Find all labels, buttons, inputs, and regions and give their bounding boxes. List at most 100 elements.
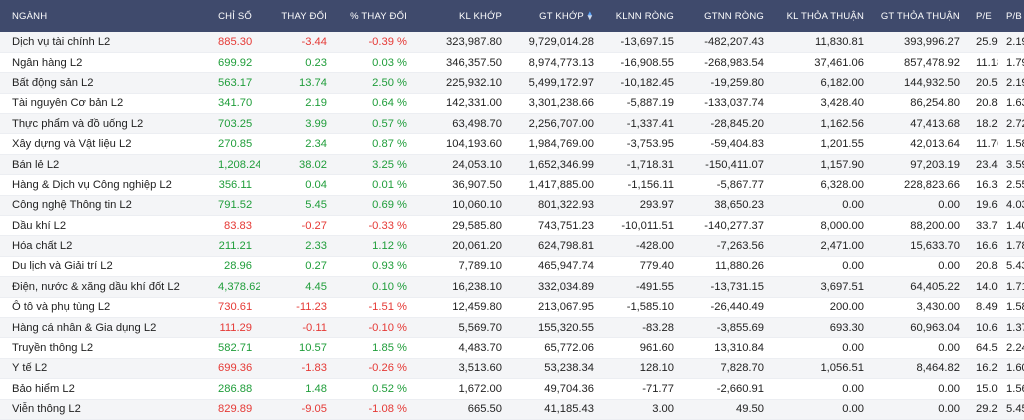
gt-thoa-thuan-cell: 0.00	[872, 337, 968, 359]
header-change[interactable]: THAY ĐỔI	[281, 10, 327, 22]
gtnn-rong-cell: -133,037.74	[682, 93, 772, 115]
pct-change-cell: -0.39 %	[335, 32, 415, 53]
sector-name-cell[interactable]: Ô tô và phụ tùng L2	[0, 297, 210, 318]
kl-thoa-thuan-cell: 3,428.40	[772, 93, 872, 115]
table-row[interactable]: Dầu khí L2 83.83 -0.27 -0.33 % 29,585.80 743,…	[0, 215, 1024, 237]
index-cell: 829.89	[210, 399, 260, 420]
sector-name-cell[interactable]: Hàng & Dịch vụ Công nghiệp L2	[0, 174, 210, 196]
table-row[interactable]: Du lịch và Giải trí L2 28.96 0.27 0.93 % 7,7…	[0, 256, 1024, 278]
table-row[interactable]: Truyền thông L2 582.71 10.57 1.85 % 4,483.70…	[0, 337, 1024, 359]
table-row[interactable]: Thực phẩm và đồ uống L2 703.25 3.99 0.57 % 6…	[0, 113, 1024, 135]
pct-change-cell: 0.64 %	[335, 93, 415, 115]
klnn-rong-cell: -3,753.95	[602, 133, 682, 155]
table-row[interactable]: Hóa chất L2 211.21 2.33 1.12 % 20,061.20 624,…	[0, 235, 1024, 257]
sector-name-cell[interactable]: Xây dựng và Vật liệu L2	[0, 133, 210, 155]
gtnn-rong-cell: -140,277.37	[682, 215, 772, 237]
pb-cell: 1.63	[998, 93, 1024, 115]
pe-cell: 19.65	[968, 195, 998, 217]
index-cell: 83.83	[210, 215, 260, 237]
pb-cell: 3.59	[998, 154, 1024, 176]
index-cell: 885.30	[210, 32, 260, 53]
table-row[interactable]: Hàng cá nhân & Gia dụng L2 111.29 -0.11 -0.…	[0, 317, 1024, 339]
header-index[interactable]: CHỈ SỐ	[218, 10, 252, 22]
table-row[interactable]: Bảo hiểm L2 286.88 1.48 0.52 % 1,672.00 49,70…	[0, 378, 1024, 400]
sector-name-cell[interactable]: Ngân hàng L2	[0, 52, 210, 74]
sector-name-cell[interactable]: Hóa chất L2	[0, 235, 210, 257]
header-pb[interactable]: P/B	[1006, 10, 1022, 22]
sector-name-cell[interactable]: Bảo hiểm L2	[0, 378, 210, 400]
header-gtnn-rong[interactable]: GTNN RÒNG	[704, 10, 764, 22]
table-row[interactable]: Xây dựng và Vật liệu L2 270.85 2.34 0.87 % 1…	[0, 133, 1024, 155]
klnn-rong-cell: -5,887.19	[602, 93, 682, 115]
header-gt-khop[interactable]: GT KHỚP ▲ ▼	[510, 0, 602, 32]
table-row[interactable]: Dịch vụ tài chính L2 885.30 -3.44 -0.39 % 32…	[0, 32, 1024, 53]
sector-name-cell[interactable]: Bán lẻ L2	[0, 154, 210, 176]
header-klnn-rong[interactable]: KLNN RÒNG	[615, 10, 674, 22]
gt-thoa-thuan-cell: 60,963.04	[872, 317, 968, 339]
klnn-rong-cell: -71.77	[602, 378, 682, 400]
kl-thoa-thuan-cell: 8,000.00	[772, 215, 872, 237]
header-pct-change[interactable]: % THAY ĐỔI	[350, 10, 407, 22]
table-row[interactable]: Bất động sản L2 563.17 13.74 2.50 % 225,932.…	[0, 72, 1024, 94]
sector-name-cell[interactable]: Y tế L2	[0, 358, 210, 380]
header-pe[interactable]: P/E	[976, 10, 992, 22]
pb-cell: 1.78	[998, 235, 1024, 257]
gt-thoa-thuan-cell: 0.00	[872, 399, 968, 420]
gt-thoa-thuan-cell: 3,430.00	[872, 297, 968, 318]
table-row[interactable]: Y tế L2 699.36 -1.83 -0.26 % 3,513.60 53,238.…	[0, 358, 1024, 380]
gtnn-rong-cell: 11,880.26	[682, 256, 772, 278]
change-cell: -11.23	[260, 297, 335, 318]
table-row[interactable]: Công nghệ Thông tin L2 791.52 5.45 0.69 % 10…	[0, 195, 1024, 217]
table-row[interactable]: Viễn thông L2 829.89 -9.05 -1.08 % 665.50 41,…	[0, 399, 1024, 420]
sector-name-cell[interactable]: Du lịch và Giải trí L2	[0, 256, 210, 278]
table-row[interactable]: Hàng & Dịch vụ Công nghiệp L2 356.11 0.04 0…	[0, 174, 1024, 196]
pe-cell: 20.80	[968, 93, 998, 115]
table-row[interactable]: Ngân hàng L2 699.92 0.23 0.03 % 346,357.50 8,…	[0, 52, 1024, 74]
header-kl-thoa-thuan[interactable]: KL THỎA THUẬN	[786, 10, 864, 22]
table-row[interactable]: Ô tô và phụ tùng L2 730.61 -11.23 -1.51 % 12…	[0, 297, 1024, 318]
sector-name-cell[interactable]: Bất động sản L2	[0, 72, 210, 94]
pb-cell: 1.60	[998, 358, 1024, 380]
kl-thoa-thuan-cell: 3,697.51	[772, 276, 872, 298]
sector-name-cell[interactable]: Dịch vụ tài chính L2	[0, 32, 210, 53]
klnn-rong-cell: 3.00	[602, 399, 682, 420]
kl-khop-cell: 665.50	[415, 399, 510, 420]
kl-thoa-thuan-cell: 0.00	[772, 337, 872, 359]
gt-khop-cell: 213,067.95	[510, 297, 602, 318]
header-kl-khop[interactable]: KL KHỚP	[459, 10, 502, 22]
sector-name-cell[interactable]: Viễn thông L2	[0, 399, 210, 420]
index-cell: 4,378.62	[210, 276, 260, 298]
index-cell: 563.17	[210, 72, 260, 94]
kl-khop-cell: 29,585.80	[415, 215, 510, 237]
sector-name-cell[interactable]: Truyền thông L2	[0, 337, 210, 359]
header-sector[interactable]: NGÀNH	[12, 10, 48, 22]
sort-arrows-icon[interactable]: ▲ ▼	[585, 8, 594, 22]
table-row[interactable]: Bán lẻ L2 1,208.24 38.02 3.25 % 24,053.10 1,6…	[0, 154, 1024, 176]
klnn-rong-cell: -428.00	[602, 235, 682, 257]
table-row[interactable]: Điện, nước & xăng dầu khí đốt L2 4,378.62…	[0, 276, 1024, 298]
sector-name-cell[interactable]: Thực phẩm và đồ uống L2	[0, 113, 210, 135]
gtnn-rong-cell: -2,660.91	[682, 378, 772, 400]
kl-khop-cell: 323,987.80	[415, 32, 510, 53]
change-cell: -3.44	[260, 32, 335, 53]
sector-name-cell[interactable]: Tài nguyên Cơ bản L2	[0, 93, 210, 115]
pe-cell: 10.63	[968, 317, 998, 339]
table-row[interactable]: Tài nguyên Cơ bản L2 341.70 2.19 0.64 % 142,…	[0, 93, 1024, 115]
kl-thoa-thuan-cell: 200.00	[772, 297, 872, 318]
header-gt-thoa-thuan[interactable]: GT THỎA THUẬN	[880, 10, 960, 22]
sector-name-cell[interactable]: Dầu khí L2	[0, 215, 210, 237]
pb-cell: 2.24	[998, 337, 1024, 359]
change-cell: 4.45	[260, 276, 335, 298]
sector-name-cell[interactable]: Điện, nước & xăng dầu khí đốt L2	[0, 276, 210, 298]
sector-name-cell[interactable]: Hàng cá nhân & Gia dụng L2	[0, 317, 210, 339]
pct-change-cell: 1.12 %	[335, 235, 415, 257]
sector-name-cell[interactable]: Công nghệ Thông tin L2	[0, 195, 210, 217]
kl-khop-cell: 3,513.60	[415, 358, 510, 380]
pb-cell: 2.19	[998, 72, 1024, 94]
kl-khop-cell: 24,053.10	[415, 154, 510, 176]
gt-khop-cell: 5,499,172.97	[510, 72, 602, 94]
kl-khop-cell: 63,498.70	[415, 113, 510, 135]
gtnn-rong-cell: 7,828.70	[682, 358, 772, 380]
klnn-rong-cell: 961.60	[602, 337, 682, 359]
